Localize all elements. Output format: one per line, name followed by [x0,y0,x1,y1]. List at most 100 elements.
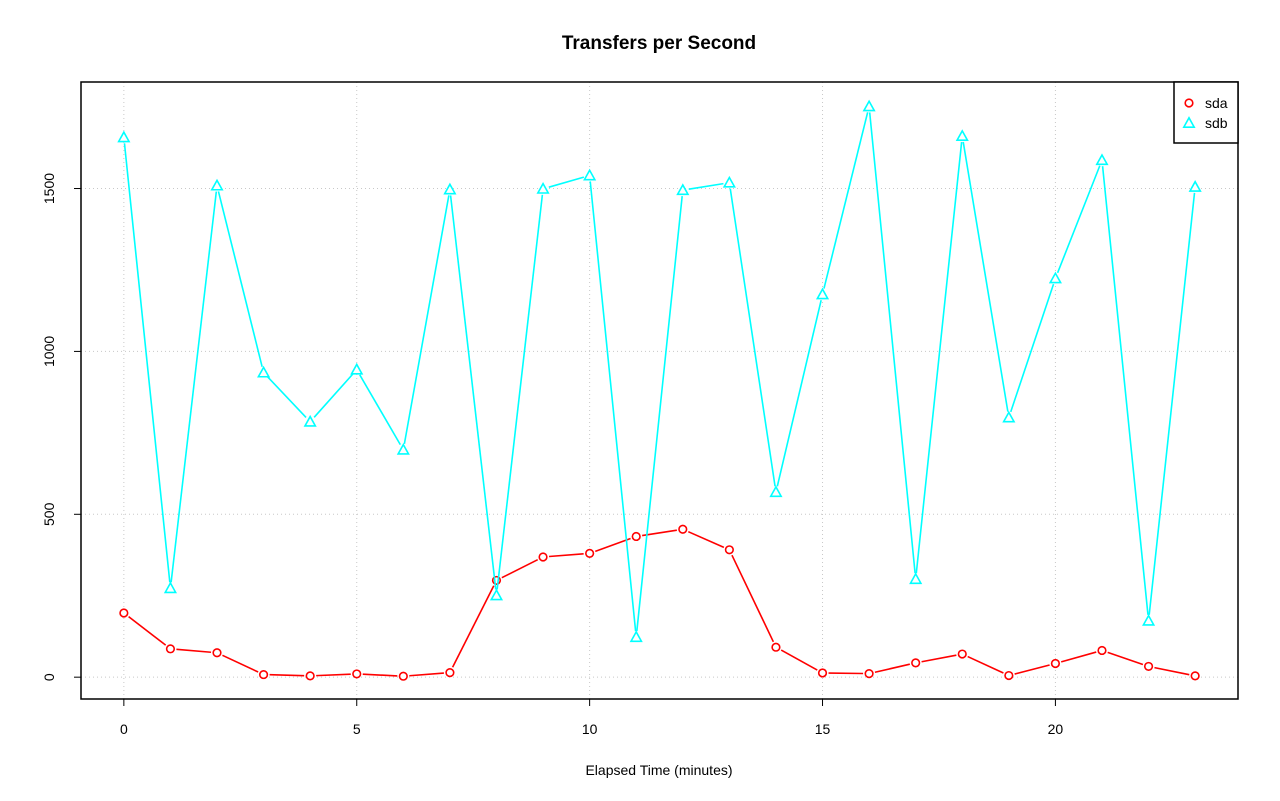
legend-marker-sdb [1182,116,1196,128]
series-sdb-point [815,287,830,300]
series-sdb-segment [636,196,683,632]
series-sdb-point [303,414,317,427]
y-axis: 0 500 1000 1500 [41,173,81,681]
series-sda-segment [594,537,631,553]
series-sdb-point [350,362,364,375]
series-sdb-segment [267,376,307,418]
series-sda-point [119,608,129,618]
series-sdb-segment [217,191,263,367]
series-sdb-segment [1056,165,1101,274]
x-tick-label: 5 [353,721,361,737]
series-sda-point [398,671,408,681]
series-sdb-point [1095,153,1109,166]
series-sda-segment [176,648,212,654]
series-sda-segment [967,655,1004,674]
series-sdb-point [862,99,876,112]
series-sda-point [1004,670,1014,681]
series-layer [117,99,1202,681]
legend: sda sdb [1173,81,1239,144]
series-sda-point [771,642,781,652]
legend-marker-sda [1184,98,1194,108]
series-sdb-point [629,630,643,643]
series-sda [119,524,1200,681]
series-sda-point [724,545,734,555]
series-sdb [117,99,1202,643]
series-sda-segment [921,654,957,663]
series-sda-point [1143,661,1154,672]
series-sdb-point [396,442,410,455]
series-sda-segment [1014,664,1050,675]
chart-title: Transfers per Second [562,33,756,54]
series-sda-segment [687,530,725,549]
series-sdb-segment [313,373,354,418]
series-sdb-point [1188,180,1202,192]
y-tick-label: 0 [41,673,57,681]
series-sdb-segment [403,195,450,445]
series-sda-segment [451,585,495,668]
series-sda-segment [222,654,259,673]
y-tick-label: 500 [41,502,57,526]
series-sda-point [957,649,967,659]
series-sda-point [165,644,176,654]
series-sdb-point [489,588,504,601]
series-sdb-segment [123,143,171,583]
series-sdb-segment [962,141,1009,412]
series-sdb-point [1048,271,1062,284]
x-tick-label: 0 [120,721,128,737]
series-sdb-segment [170,191,218,583]
series-sdb-point [210,178,224,191]
series-sda-point [817,668,828,678]
series-sda-segment [731,554,775,643]
series-sdb-segment [915,141,963,574]
legend-label-sda: sda [1205,95,1228,111]
series-sda-point [445,668,455,678]
x-tick-label: 15 [815,721,831,737]
series-sdb-segment [589,181,637,632]
series-sda-segment [409,672,444,677]
series-sdb-segment [868,112,916,574]
series-sda-segment [1154,666,1190,676]
series-sdb-segment [1148,192,1196,615]
series-sda-segment [1107,651,1144,666]
series-sda-segment [316,673,351,677]
series-sdb-segment [1009,283,1055,413]
series-sda-segment [780,649,818,671]
grid [81,82,1238,699]
series-sdb-point [257,365,271,378]
series-sda-point [1050,658,1061,669]
series-sdb-point [676,183,690,196]
series-sdb-point [722,175,736,188]
series-sda-segment [269,673,305,677]
series-sda-point [1190,671,1200,681]
series-sdb-segment [1101,166,1149,615]
x-tick-label: 20 [1048,721,1064,737]
series-sdb-segment [496,194,544,590]
series-sda-segment [128,616,167,646]
series-sda-segment [362,673,398,677]
series-sdb-point [117,130,131,143]
series-sda-point [305,671,315,681]
series-sdb-segment [688,182,724,190]
series-sda-point [212,648,222,658]
legend-box [1173,81,1239,144]
series-sdb-segment [548,176,585,188]
series-sdb-segment [729,188,776,487]
series-sda-point [585,548,595,558]
series-sdb-point [1142,613,1156,626]
x-axis: 0 5 10 15 20 [120,699,1063,737]
series-sda-point [1097,645,1107,656]
series-sdb-segment [449,195,497,590]
plot-frame [80,81,1239,700]
series-sda-point [864,668,874,679]
series-sda-segment [1060,651,1097,663]
series-sdb-segment [776,300,822,487]
series-sda-segment [501,558,539,579]
series-sda-point [911,658,921,668]
series-sda-point [678,524,688,534]
series-sda-segment [548,553,584,558]
series-sda-point [258,669,269,680]
y-tick-label: 1000 [41,336,57,367]
series-sdb-point [163,581,177,594]
series-sdb-point [536,182,550,194]
series-sdb-segment [359,374,401,446]
